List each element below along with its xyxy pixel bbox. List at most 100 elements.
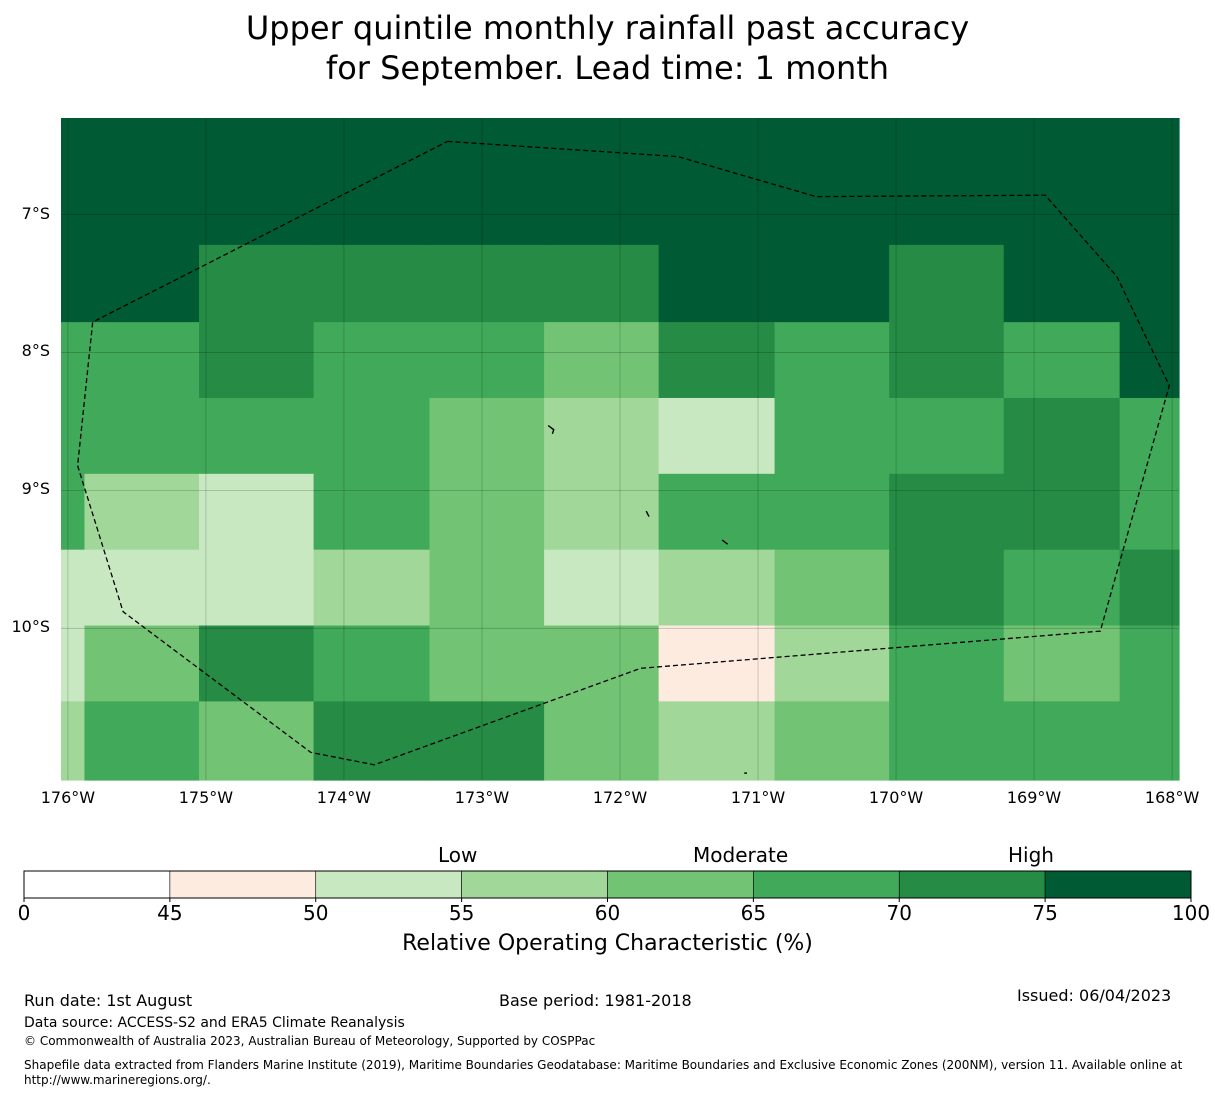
grid-cell <box>1003 701 1121 781</box>
grid-cell <box>199 625 315 702</box>
latitude-label: 7°S <box>21 203 50 223</box>
latitude-label: 9°S <box>21 479 50 499</box>
colorbar-tick-label: 55 <box>448 901 475 925</box>
grid-cell <box>1003 625 1121 702</box>
grid-cell <box>774 701 890 781</box>
colorbar-segment <box>169 870 317 899</box>
grid-cell <box>544 473 660 551</box>
base-period: Base period: 1981-2018 <box>499 991 692 1010</box>
grid-cell <box>774 244 890 323</box>
grid-cell <box>429 397 545 475</box>
graticule <box>61 118 1179 780</box>
eez-boundary <box>76 140 1170 766</box>
grid-cell <box>658 701 776 781</box>
grid-cell <box>84 397 200 475</box>
grid-cell <box>889 625 1005 702</box>
grid-cell <box>889 118 1005 246</box>
grid-cell <box>658 244 776 323</box>
longitude-label: 174°W <box>316 788 372 807</box>
grid-cell <box>544 701 660 781</box>
grid-cell <box>889 322 1005 399</box>
grid-cell <box>313 244 431 323</box>
colorbar-tick-label: 100 <box>1171 901 1211 925</box>
latitude-label: 8°S <box>21 341 50 361</box>
grid-cell <box>544 625 660 702</box>
colorbar-category-high: High <box>1008 843 1054 867</box>
grid-cell <box>429 473 545 551</box>
colorbar-segment <box>753 870 900 899</box>
grid-cell <box>1003 118 1121 246</box>
grid-cell <box>1119 244 1180 323</box>
grid-cell <box>84 118 200 246</box>
grid-cell <box>199 397 315 475</box>
grid-cell <box>1119 473 1180 551</box>
colorbar-segment <box>23 870 171 899</box>
colorbar-segment <box>1044 870 1192 899</box>
grid-cell <box>61 701 86 781</box>
grid-cell <box>429 701 545 781</box>
grid-cell <box>313 549 431 627</box>
grid-cell <box>84 244 200 323</box>
map-title-line-1: Upper quintile monthly rainfall past acc… <box>245 9 970 47</box>
longitude-label: 171°W <box>730 788 786 807</box>
grid-cell <box>429 549 545 627</box>
latitude-label: 10°S <box>11 617 50 637</box>
grid-cell <box>429 118 545 246</box>
colorbar-segment <box>461 870 608 899</box>
grid-cell <box>313 473 431 551</box>
grid-cell <box>658 118 776 246</box>
grid-cell <box>1003 397 1121 475</box>
grid-cell <box>61 625 86 702</box>
grid-cell <box>1003 549 1121 627</box>
accuracy-grid <box>61 118 1180 781</box>
colorbar-tick-label: 70 <box>886 901 912 925</box>
longitude-label: 172°W <box>592 788 648 807</box>
grid-cell <box>544 549 660 627</box>
grid-cell <box>544 244 660 323</box>
grid-cell <box>889 397 1005 475</box>
colorbar-segment <box>898 870 1046 899</box>
colorbar <box>23 870 1192 902</box>
island-outline <box>547 425 555 435</box>
grid-cell <box>61 244 86 323</box>
run-date: Run date: 1st August <box>24 991 193 1010</box>
colorbar-segment <box>315 870 462 899</box>
grid-cell <box>84 322 200 399</box>
shapefile-citation-line-2: http://www.marineregions.org/. <box>24 1073 211 1087</box>
copyright-notice: © Commonwealth of Australia 2023, Austra… <box>24 1034 596 1048</box>
grid-cell <box>61 473 86 551</box>
grid-cell <box>313 322 431 399</box>
colorbar-tick-label: 0 <box>17 901 31 925</box>
grid-cell <box>199 322 315 399</box>
grid-cell <box>429 625 545 702</box>
grid-cell <box>199 549 315 627</box>
grid-cell <box>658 322 776 399</box>
island-outline <box>721 539 729 545</box>
grid-cell <box>313 701 431 781</box>
grid-cell <box>199 244 315 323</box>
grid-cell <box>889 244 1005 323</box>
grid-cell <box>313 397 431 475</box>
grid-cell <box>658 473 776 551</box>
grid-cell <box>1003 322 1121 399</box>
longitude-label: 169°W <box>1006 788 1062 807</box>
grid-cell <box>658 625 776 702</box>
grid-cell <box>84 549 200 627</box>
longitude-label: 176°W <box>40 788 96 807</box>
colorbar-tick-label: 60 <box>594 901 621 925</box>
colorbar-axis-label: Relative Operating Characteristic (%) <box>402 931 813 956</box>
grid-cell <box>658 549 776 627</box>
colorbar-category-moderate: Moderate <box>693 843 789 867</box>
grid-cell <box>84 701 200 781</box>
colorbar-tick-label: 45 <box>157 901 183 925</box>
grid-cell <box>84 473 200 551</box>
map-title-line-2: for September. Lead time: 1 month <box>325 49 890 87</box>
grid-cell <box>774 473 890 551</box>
island-outline <box>645 510 650 517</box>
grid-cell <box>429 322 545 399</box>
grid-cell <box>774 625 890 702</box>
grid-cell <box>1119 625 1180 702</box>
grid-cell <box>199 118 315 246</box>
grid-cell <box>544 118 660 246</box>
